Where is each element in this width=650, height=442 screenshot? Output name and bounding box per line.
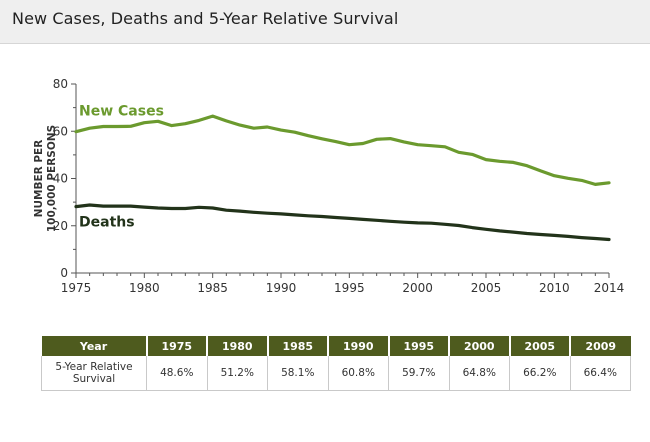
- survival-table-header-row: Year 1975 1980 1985 1990 1995 2000 2005 2009: [41, 336, 631, 356]
- survival-value-1995: 59.7%: [388, 356, 450, 391]
- y-tick-label-20: 20: [53, 219, 68, 233]
- series-label-deaths: Deaths: [79, 215, 135, 231]
- survival-table-header-2005: 2005: [509, 336, 571, 356]
- survival-table-header-1975: 1975: [146, 336, 208, 356]
- line-chart: 0 20 40 60 80 1975 1980 1985 1990 1995 2000 2005 201…: [33, 77, 625, 295]
- x-tick-label-1995: 1995: [334, 281, 365, 295]
- series-line-new-cases: [74, 114, 611, 186]
- survival-table: Year 1975 1980 1985 1990 1995 2000 2005 2009 5-…: [41, 336, 631, 391]
- y-tick-label-60: 60: [53, 124, 68, 138]
- x-tick-label-2005: 2005: [471, 281, 502, 295]
- x-tick-label-1980: 1980: [129, 281, 160, 295]
- survival-table-header-year: Year: [41, 336, 148, 356]
- survival-table-header-1990: 1990: [328, 336, 390, 356]
- y-axis-label-line1: NUMBER PER: [33, 140, 45, 218]
- survival-table-header-2000: 2000: [449, 336, 511, 356]
- survival-value-1980: 51.2%: [207, 356, 268, 391]
- x-tick-label-1990: 1990: [266, 281, 297, 295]
- page-title: New Cases, Deaths and 5-Year Relative Su…: [12, 9, 399, 28]
- y-tick-label-80: 80: [53, 77, 68, 91]
- survival-value-1985: 58.1%: [267, 356, 329, 391]
- y-axis-label-line2: 100,000 PERSONS: [46, 125, 58, 232]
- survival-table-header-1995: 1995: [388, 336, 450, 356]
- survival-table-header-1980: 1980: [207, 336, 269, 356]
- survival-value-2005: 66.2%: [509, 356, 571, 391]
- series-line-deaths: [74, 203, 611, 242]
- survival-value-1975: 48.6%: [146, 356, 208, 391]
- survival-value-2000: 64.8%: [449, 356, 510, 391]
- series-label-new-cases: New Cases: [79, 104, 164, 120]
- survival-row-label: 5-Year Relative Survival: [41, 356, 147, 391]
- survival-value-1990: 60.8%: [328, 356, 389, 391]
- x-tick-label-2010: 2010: [539, 281, 570, 295]
- x-tick-label-2014: 2014: [594, 281, 625, 295]
- page-header: New Cases, Deaths and 5-Year Relative Su…: [0, 0, 650, 44]
- x-tick-label-1985: 1985: [197, 281, 228, 295]
- y-tick-label-40: 40: [53, 172, 68, 186]
- x-tick-label-1975: 1975: [61, 281, 92, 295]
- survival-value-2009: 66.4%: [570, 356, 631, 391]
- y-tick-label-0: 0: [60, 266, 68, 280]
- survival-table-header-2009: 2009: [570, 336, 631, 356]
- survival-table-row: 5-Year Relative Survival 48.6% 51.2% 58.1%…: [41, 356, 631, 391]
- survival-table-header-1985: 1985: [267, 336, 329, 356]
- x-tick-label-2000: 2000: [402, 281, 433, 295]
